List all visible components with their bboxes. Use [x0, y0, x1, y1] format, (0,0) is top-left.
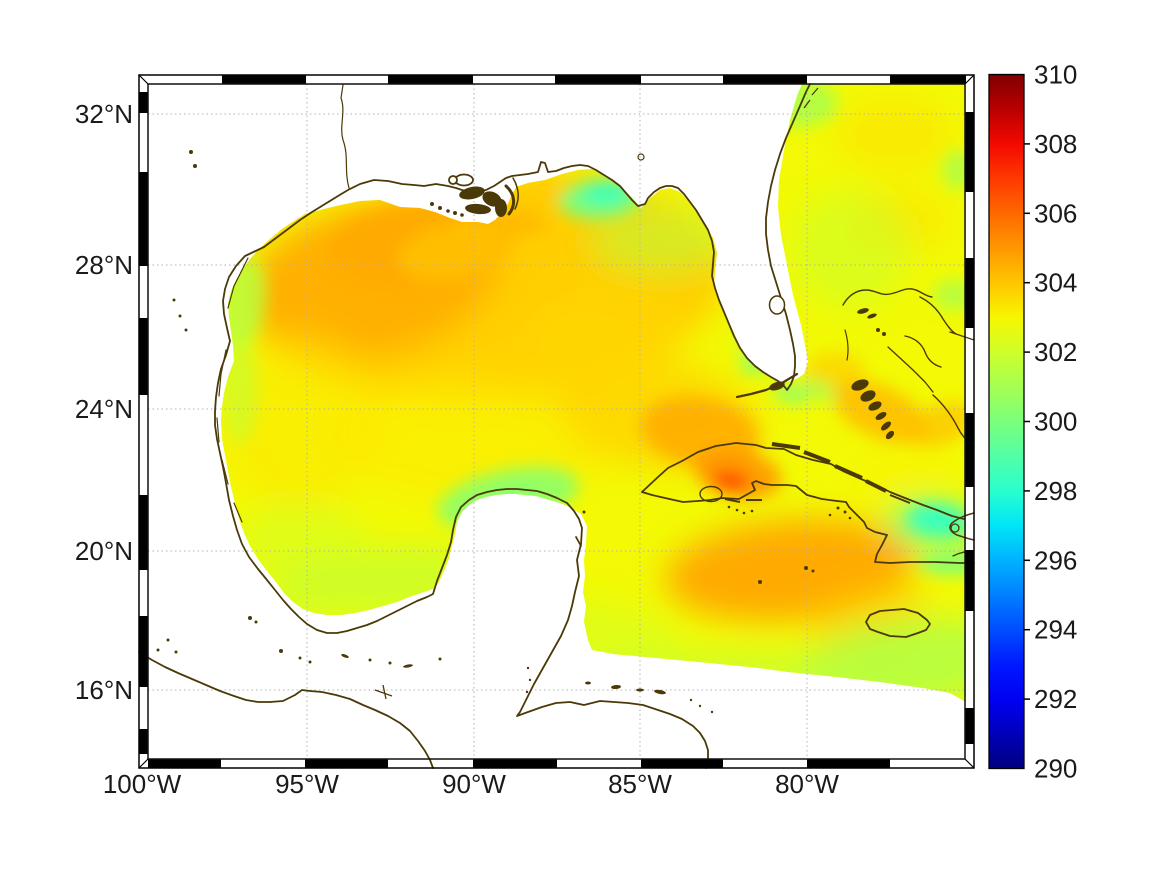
svg-text:294: 294: [1034, 615, 1077, 645]
svg-text:32°N: 32°N: [75, 99, 133, 129]
svg-text:20°N: 20°N: [75, 536, 133, 566]
svg-text:298: 298: [1034, 476, 1077, 506]
svg-text:28°N: 28°N: [75, 250, 133, 280]
svg-text:290: 290: [1034, 754, 1077, 784]
svg-text:304: 304: [1034, 268, 1077, 298]
svg-text:90°W: 90°W: [442, 769, 506, 799]
svg-text:306: 306: [1034, 198, 1077, 228]
svg-text:85°W: 85°W: [608, 769, 672, 799]
svg-text:100°W: 100°W: [103, 769, 182, 799]
svg-text:296: 296: [1034, 545, 1077, 575]
svg-text:302: 302: [1034, 337, 1077, 367]
svg-text:80°W: 80°W: [775, 769, 839, 799]
svg-text:24°N: 24°N: [75, 394, 133, 424]
svg-text:292: 292: [1034, 684, 1077, 714]
svg-text:16°N: 16°N: [75, 675, 133, 705]
svg-text:308: 308: [1034, 129, 1077, 159]
svg-text:310: 310: [1034, 60, 1077, 90]
svg-text:95°W: 95°W: [275, 769, 339, 799]
svg-text:300: 300: [1034, 407, 1077, 437]
